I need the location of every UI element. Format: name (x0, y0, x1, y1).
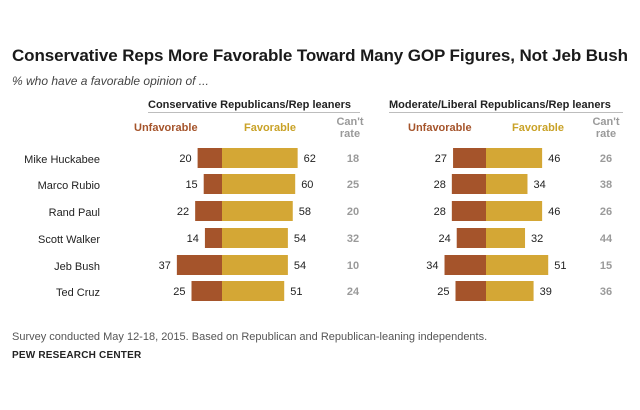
data-label-favorable: 58 (299, 206, 311, 218)
bar-unfavorable (197, 148, 222, 168)
data-label-unfavorable: 27 (435, 153, 447, 165)
data-label-favorable: 60 (301, 179, 313, 191)
footnote: Survey conducted May 12-18, 2015. Based … (12, 331, 488, 343)
bar-unfavorable (176, 255, 222, 275)
data-label-favorable: 34 (533, 179, 545, 191)
bar-favorable (486, 148, 543, 168)
data-label-unfavorable: 20 (179, 153, 191, 165)
chart-title: Conservative Reps More Favorable Toward … (12, 46, 628, 65)
cant-rate-line2: rate (339, 128, 361, 140)
bar-unfavorable (203, 174, 222, 194)
data-label-unfavorable: 15 (185, 179, 197, 191)
col-header-favorable-left: Favorable (244, 122, 296, 134)
data-label-unfavorable: 28 (434, 206, 446, 218)
source-credit: PEW RESEARCH CENTER (12, 350, 142, 361)
data-label-cant-rate: 20 (347, 206, 359, 218)
data-label-cant-rate: 10 (347, 260, 359, 272)
row-label: Jeb Bush (54, 261, 100, 273)
data-label-favorable: 39 (540, 286, 552, 298)
data-label-cant-rate: 26 (600, 206, 612, 218)
data-label-cant-rate: 25 (347, 179, 359, 191)
col-header-favorable-right: Favorable (512, 122, 564, 134)
bar-favorable (486, 201, 543, 221)
bar-favorable (222, 174, 296, 194)
data-label-favorable: 51 (554, 260, 566, 272)
bar-unfavorable (451, 174, 486, 194)
data-label-unfavorable: 22 (177, 206, 189, 218)
bar-unfavorable (456, 228, 486, 248)
data-label-cant-rate: 15 (600, 260, 612, 272)
bar-favorable (222, 148, 298, 168)
data-label-cant-rate: 38 (600, 179, 612, 191)
panel-title-moderate: Moderate/Liberal Republicans/Rep leaners (389, 99, 611, 111)
data-label-favorable: 51 (290, 286, 302, 298)
bar-favorable (486, 174, 528, 194)
bar-unfavorable (451, 201, 486, 221)
row-label: Marco Rubio (37, 180, 100, 192)
bar-favorable (486, 228, 526, 248)
bar-unfavorable (195, 201, 222, 221)
data-label-favorable: 62 (304, 153, 316, 165)
panel-rule-moderate (389, 112, 623, 113)
bar-favorable (486, 255, 549, 275)
col-header-cant-rate-left: Can't rate (336, 116, 364, 140)
bar-favorable (222, 201, 293, 221)
data-label-unfavorable: 34 (426, 260, 438, 272)
data-label-cant-rate: 18 (347, 153, 359, 165)
data-label-favorable: 46 (548, 206, 560, 218)
data-label-unfavorable: 25 (173, 286, 185, 298)
panel-title-conservative: Conservative Republicans/Rep leaners (148, 99, 351, 111)
data-label-cant-rate: 36 (600, 286, 612, 298)
bar-favorable (486, 281, 534, 301)
cant-rate-line2: rate (595, 128, 617, 140)
data-label-favorable: 54 (294, 260, 306, 272)
data-label-cant-rate: 26 (600, 153, 612, 165)
bar-unfavorable (191, 281, 222, 301)
row-label: Scott Walker (38, 234, 100, 246)
data-label-favorable: 32 (531, 233, 543, 245)
chart-subtitle: % who have a favorable opinion of ... (12, 74, 209, 88)
data-label-unfavorable: 37 (159, 260, 171, 272)
col-header-unfavorable-right: Unfavorable (408, 122, 472, 134)
row-label: Mike Huckabee (24, 154, 100, 166)
data-label-unfavorable: 14 (187, 233, 199, 245)
bar-unfavorable (444, 255, 486, 275)
data-label-unfavorable: 28 (434, 179, 446, 191)
bar-unfavorable (455, 281, 486, 301)
data-label-cant-rate: 44 (600, 233, 613, 245)
data-label-unfavorable: 25 (437, 286, 449, 298)
bar-unfavorable (453, 148, 486, 168)
bar-favorable (222, 281, 285, 301)
data-label-cant-rate: 32 (347, 233, 359, 245)
bar-unfavorable (204, 228, 222, 248)
row-label: Rand Paul (48, 207, 100, 219)
col-header-cant-rate-right: Can't rate (592, 116, 620, 140)
row-label: Ted Cruz (55, 287, 100, 299)
bar-favorable (222, 228, 288, 248)
col-header-unfavorable-left: Unfavorable (134, 122, 198, 134)
cant-rate-line1: Can't (592, 116, 620, 128)
data-label-favorable: 46 (548, 153, 560, 165)
data-label-unfavorable: 24 (438, 233, 450, 245)
panel-rule-conservative (148, 112, 360, 113)
cant-rate-line1: Can't (336, 116, 364, 128)
data-label-favorable: 54 (294, 233, 306, 245)
bar-favorable (222, 255, 288, 275)
data-label-cant-rate: 24 (347, 286, 360, 298)
